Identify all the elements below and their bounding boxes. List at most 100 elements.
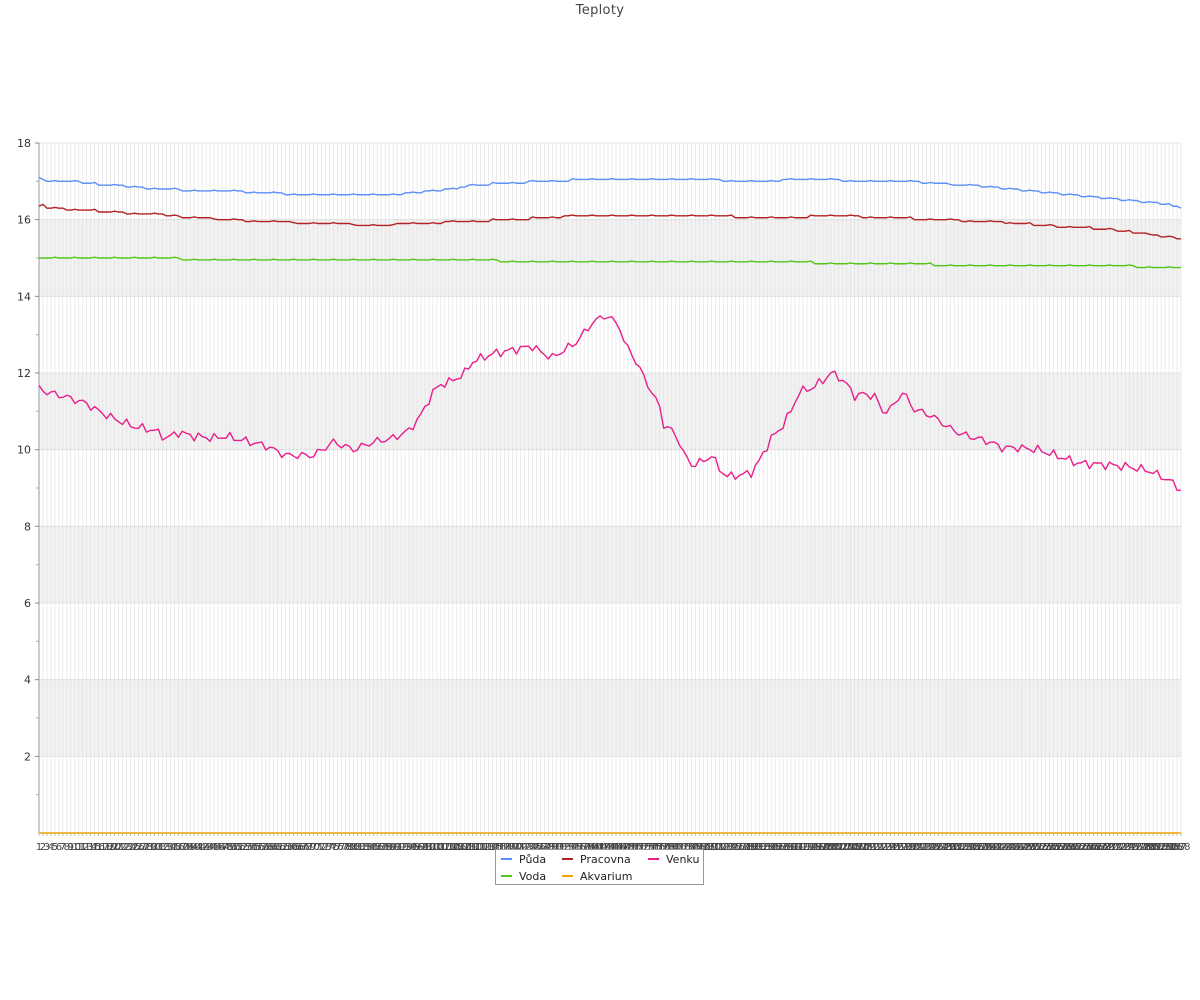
x-tick-label: 95 [407, 842, 420, 853]
x-tick-label: 197 [809, 842, 828, 853]
x-tick-label: 262 [1068, 842, 1087, 853]
x-tick-label: 174 [718, 842, 737, 853]
x-tick-label: 68 [299, 842, 312, 853]
x-tick-label: 42 [196, 842, 209, 853]
x-tick-label: 88 [379, 842, 392, 853]
x-tick-label: 256 [1044, 842, 1063, 853]
background-band [39, 373, 1181, 450]
legend-item-voda[interactable]: Voda [501, 870, 546, 884]
x-tick-label: 144 [598, 842, 617, 853]
x-tick-label: 281 [1144, 842, 1163, 853]
x-tick-label: 225 [921, 842, 940, 853]
x-tick-label: 25 [128, 842, 141, 853]
x-tick-label: 11 [72, 842, 85, 853]
x-tick-label: 284 [1156, 842, 1175, 853]
x-tick-label: 59 [263, 842, 276, 853]
x-tick-label: 24 [124, 842, 137, 853]
x-tick-label: 39 [184, 842, 197, 853]
x-tick-label: 82 [355, 842, 368, 853]
x-tick-label: 31 [152, 842, 165, 853]
x-tick-label: 270 [1100, 842, 1119, 853]
x-tick-label: 102 [431, 842, 450, 853]
x-tick-label: 159 [658, 842, 677, 853]
x-tick-label: 250 [1020, 842, 1039, 853]
x-tick-label: 60 [267, 842, 280, 853]
x-tick-label: 135 [563, 842, 582, 853]
x-tick-label: 129 [539, 842, 558, 853]
x-tick-label: 222 [909, 842, 928, 853]
x-tick-label: 54 [244, 842, 257, 853]
x-tick-label: 163 [674, 842, 693, 853]
x-tick-label: 180 [742, 842, 761, 853]
x-tick-label: 90 [387, 842, 400, 853]
x-tick-label: 105 [443, 842, 462, 853]
x-tick-label: 236 [965, 842, 984, 853]
vertical-gridlines [38, 143, 1182, 833]
x-tick-label: 91 [391, 842, 404, 853]
x-tick-label: 157 [650, 842, 669, 853]
x-tick-label: 234 [957, 842, 976, 853]
x-tick-label: 185 [762, 842, 781, 853]
x-tick-label: 67 [295, 842, 308, 853]
x-tick-label: 121 [507, 842, 526, 853]
x-tick-label: 29 [144, 842, 157, 853]
x-tick-label: 179 [738, 842, 757, 853]
x-tick-label: 196 [805, 842, 824, 853]
x-tick-label: 61 [271, 842, 284, 853]
x-tick-label: 142 [591, 842, 610, 853]
x-tick-label: 149 [618, 842, 637, 853]
legend-item-pracovna[interactable]: Pracovna [562, 853, 631, 867]
x-tick-label: 108 [455, 842, 474, 853]
x-tick-label: 46 [212, 842, 225, 853]
x-tick-label: 269 [1096, 842, 1115, 853]
x-tick-label: 110 [463, 842, 482, 853]
x-tick-label: 178 [734, 842, 753, 853]
y-tick-label: 8 [24, 520, 31, 533]
x-tick-label: 238 [972, 842, 991, 853]
x-tick-label: 32 [156, 842, 169, 853]
x-tick-label: 43 [200, 842, 213, 853]
x-tick-label: 237 [969, 842, 988, 853]
x-tick-label: 287 [1167, 842, 1186, 853]
x-tick-label: 239 [976, 842, 995, 853]
legend-item-venku[interactable]: Venku [648, 853, 699, 867]
x-tick-label: 133 [555, 842, 574, 853]
x-tick-label: 5 [52, 842, 58, 853]
x-tick-label: 280 [1140, 842, 1159, 853]
x-tick-label: 220 [901, 842, 920, 853]
x-tick-label: 3 [44, 842, 50, 853]
x-tick-label: 94 [403, 842, 416, 853]
y-tick-label: 14 [17, 290, 31, 303]
x-tick-label: 72 [315, 842, 328, 853]
x-tick-label: 205 [841, 842, 860, 853]
x-tick-label: 50 [228, 842, 241, 853]
x-tick-label: 244 [996, 842, 1015, 853]
chart-title: Teploty [575, 3, 625, 18]
x-tick-label: 130 [543, 842, 562, 853]
x-tick-label: 126 [527, 842, 546, 853]
x-tick-label: 116 [487, 842, 506, 853]
background-band [39, 526, 1181, 603]
x-tick-label: 80 [347, 842, 360, 853]
legend-item-puda[interactable]: Půda [501, 853, 546, 867]
x-tick-label: 155 [642, 842, 661, 853]
legend-label-pracovna: Pracovna [580, 853, 631, 866]
x-tick-label: 37 [176, 842, 189, 853]
x-tick-label: 274 [1116, 842, 1135, 853]
x-tick-label: 109 [459, 842, 478, 853]
x-tick-label: 14 [84, 842, 97, 853]
x-tick-label: 55 [248, 842, 261, 853]
x-tick-label: 137 [571, 842, 590, 853]
x-tick-label: 153 [634, 842, 653, 853]
x-tick-label: 255 [1040, 842, 1059, 853]
x-tick-label: 96 [411, 842, 424, 853]
x-tick-label: 81 [351, 842, 364, 853]
series-line-voda [39, 256, 1181, 269]
x-tick-label: 75 [327, 842, 340, 853]
x-tick-label: 136 [567, 842, 586, 853]
x-tick-label: 246 [1004, 842, 1023, 853]
legend-item-akvarium[interactable]: Akvarium [562, 870, 632, 884]
x-tick-label: 267 [1088, 842, 1107, 853]
y-tick-label: 10 [17, 444, 31, 457]
x-tick-label: 151 [626, 842, 645, 853]
